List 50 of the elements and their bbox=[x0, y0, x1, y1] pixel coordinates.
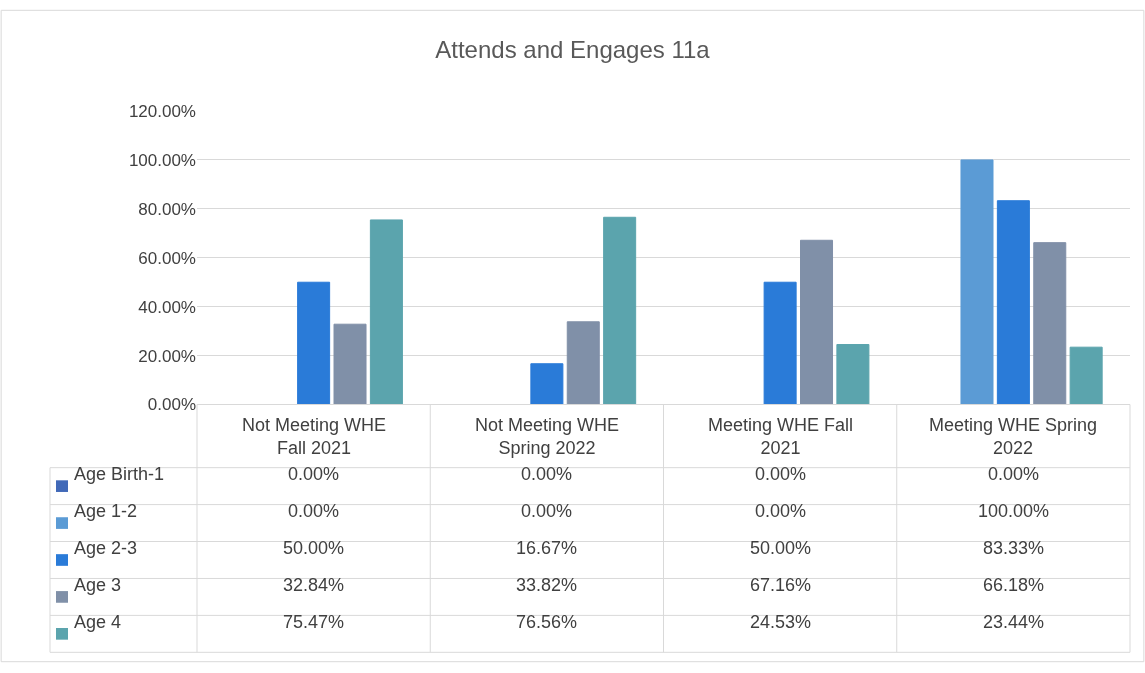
data-label: 0.00% bbox=[521, 464, 573, 484]
data-label: 33.82% bbox=[516, 575, 578, 595]
bar bbox=[603, 216, 637, 405]
y-tick-label: 40.00% bbox=[138, 297, 196, 317]
bar bbox=[333, 323, 367, 405]
data-label: 0.00% bbox=[755, 464, 807, 484]
data-label: 0.00% bbox=[521, 501, 573, 521]
data-label: 24.53% bbox=[750, 612, 812, 632]
data-label: 0.00% bbox=[755, 501, 807, 521]
legend-label: Age 3 bbox=[74, 575, 122, 595]
data-label: 50.00% bbox=[750, 538, 812, 558]
data-label: 32.84% bbox=[283, 575, 345, 595]
legend-label: Age 4 bbox=[74, 612, 122, 632]
data-label: 76.56% bbox=[516, 612, 578, 632]
data-label: 67.16% bbox=[750, 575, 812, 595]
chart-title: Attends and Engages 11a bbox=[435, 36, 711, 64]
y-tick-label: 0.00% bbox=[147, 395, 196, 415]
legend-label: Age Birth-1 bbox=[74, 464, 165, 484]
data-label: 16.67% bbox=[516, 538, 578, 558]
x-tick-label: Not Meeting WHE Spring 2022 bbox=[475, 415, 620, 459]
bar bbox=[1033, 242, 1067, 405]
bar bbox=[369, 219, 403, 405]
y-tick-label: 80.00% bbox=[138, 199, 196, 219]
bar bbox=[996, 200, 1030, 405]
y-tick-label: 120.00% bbox=[128, 101, 196, 121]
bar bbox=[836, 344, 870, 405]
legend-label: Age 1-2 bbox=[74, 501, 138, 521]
data-label: 0.00% bbox=[988, 464, 1040, 484]
x-tick-label: Meeting WHE Spring 2022 bbox=[929, 415, 1098, 459]
data-label: 100.00% bbox=[978, 501, 1050, 521]
data-label: 75.47% bbox=[283, 612, 345, 632]
bar bbox=[530, 363, 564, 405]
bar bbox=[960, 159, 994, 405]
data-label: 83.33% bbox=[983, 538, 1045, 558]
x-tick-label: Meeting WHE Fall 2021 bbox=[708, 415, 854, 459]
data-label: 0.00% bbox=[288, 501, 340, 521]
bar bbox=[297, 281, 331, 405]
data-label: 50.00% bbox=[283, 538, 345, 558]
data-label: 23.44% bbox=[983, 612, 1045, 632]
y-tick-label: 20.00% bbox=[138, 346, 196, 366]
y-tick-label: 60.00% bbox=[138, 248, 196, 268]
y-tick-label: 100.00% bbox=[128, 150, 196, 170]
bar bbox=[566, 321, 600, 405]
legend-label: Age 2-3 bbox=[74, 538, 138, 558]
bar bbox=[1069, 346, 1103, 405]
bar bbox=[763, 281, 797, 405]
data-label: 0.00% bbox=[288, 464, 340, 484]
x-tick-label: Not Meeting WHE Fall 2021 bbox=[242, 415, 387, 459]
data-label: 66.18% bbox=[983, 575, 1045, 595]
bar bbox=[800, 239, 834, 405]
